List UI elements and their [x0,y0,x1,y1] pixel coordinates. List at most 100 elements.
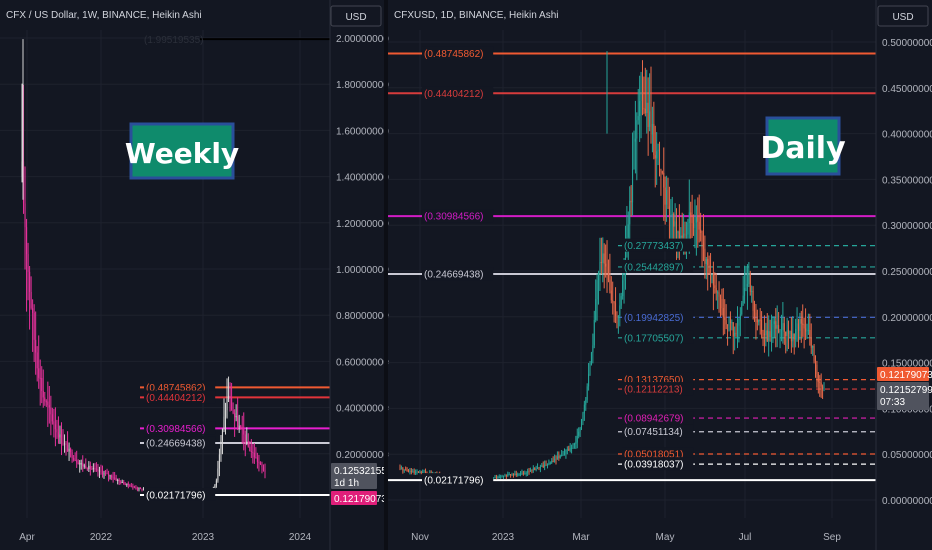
candle-body [22,161,25,204]
candle-body [651,123,653,135]
y-tick-label: 0.35000000 [882,175,932,186]
candle-body [50,407,52,415]
candle-body [575,442,577,444]
candle-body [623,267,625,281]
candle-body [517,474,519,476]
candle-body [252,451,254,453]
candle-body [133,486,135,488]
candle-body [593,320,595,346]
y-tick-label: 1.20000000 [336,219,389,230]
weekly-last-price-tag-time: 1d 1h [334,478,359,489]
candle-body [53,421,55,425]
y-tick-label: 1.60000000 [336,126,389,137]
daily-chart-title: CFXUSD, 1D, BINANCE, Heikin Ashi [394,10,559,21]
candle-body [592,345,594,353]
candle-body [761,320,763,332]
candle-body [240,425,242,429]
candle-body [63,443,66,445]
candle-body [89,465,91,469]
candle-body [223,416,225,429]
candle-body [403,469,405,471]
level-label-bg [622,259,694,273]
candle-body [237,416,239,427]
candle-body [659,149,661,170]
candle-body [109,475,111,477]
candle-body [581,421,583,429]
candle-body [732,322,734,337]
candle-body [545,464,547,466]
weekly-badge-text: Weekly [125,137,239,170]
candle-body [535,468,537,470]
candle-body [416,471,418,473]
level-label-bg [422,209,494,223]
y-tick-label: 0.60000000 [336,357,389,368]
candle-body [731,322,733,324]
level-label-bg [422,267,494,281]
candle-body [779,330,781,333]
candle-body [823,386,825,389]
level-label: (0.03918037) [624,460,684,471]
level-label-bg [422,46,494,60]
daily-last-price-tag-bg [877,382,929,410]
candle-body [602,253,604,263]
candle-body [62,443,64,445]
candle-body [522,472,524,474]
y-tick-label: 0.30000000 [882,221,932,232]
candle-body [54,424,56,430]
level-label: (0.07451134) [624,427,683,438]
level-label: (0.12112213) [624,385,683,396]
candle-body [749,273,751,292]
level-label-bg [622,457,694,471]
candle-body [688,212,690,223]
candle-body [141,488,143,490]
candle-body [426,472,428,474]
weekly-y-axis[interactable]: 2.00000000 1.80000000 1.60000000 1.40000000… [336,34,389,461]
candle-body [612,300,614,302]
candle-body [542,465,544,468]
daily-currency-button[interactable]: USD [877,5,929,27]
level-label-bg [144,421,216,435]
candle-body [132,486,134,488]
candle-body [551,460,553,463]
candle-body [766,330,768,341]
weekly-chart-panel[interactable]: (0.48745862)(0.44404212) (0.30984566) (0.2… [0,0,389,550]
candle-body [234,413,236,418]
weekly-x-axis[interactable]: Apr 2022 2023 2024 [19,532,311,543]
candle-body [809,330,811,338]
level-label: (0.24669438) [424,270,484,281]
weekly-currency-button[interactable]: USD [330,5,382,27]
candle-body [812,345,814,348]
candle-body [121,481,123,483]
candle-body [786,330,788,337]
candle-body [742,295,744,304]
candle-body [712,274,714,286]
candle-body [670,215,672,218]
candle-body [603,253,605,264]
daily-currency-label: USD [892,12,913,23]
candle-body [124,484,126,486]
candle-body [653,123,655,156]
candle-body [633,141,635,169]
candle-body [220,440,222,455]
daily-last-price-tag-time: 07:33 [880,397,905,408]
candle-body [624,249,626,268]
candle-body [776,325,778,329]
candle-body [752,290,754,311]
candle-body [228,395,230,399]
candle-body [556,456,558,460]
daily-chart-panel[interactable]: (0.48745862) (0.44404212) (0.30984566) (0.2… [388,0,932,550]
candle-body [654,155,656,159]
y-tick-label: 1.00000000 [336,265,389,276]
candle-body [569,447,571,451]
candle-body [641,92,643,108]
weekly-chart-title: CFX / US Dollar, 1W, BINANCE, Heikin Ash… [6,10,202,21]
candle-body [746,284,748,287]
candle-body [660,169,662,172]
candle-body [702,242,704,249]
candle-body [783,323,785,332]
candle-body [495,476,497,478]
candle-body [86,468,88,470]
candle-body [419,471,421,473]
daily-x-axis[interactable]: Nov 2023 Mar May Jul Sep [411,532,841,543]
